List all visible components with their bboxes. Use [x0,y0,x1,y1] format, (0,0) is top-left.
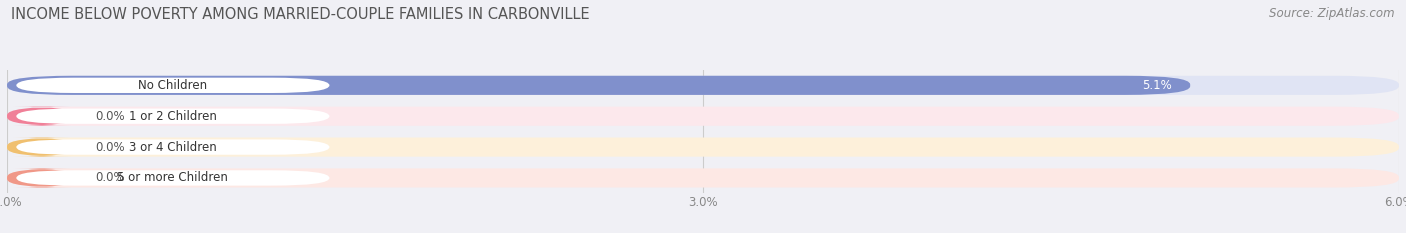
Text: 0.0%: 0.0% [96,140,125,154]
Text: No Children: No Children [138,79,208,92]
Text: 5 or more Children: 5 or more Children [118,171,228,185]
Text: 3 or 4 Children: 3 or 4 Children [129,140,217,154]
FancyBboxPatch shape [7,107,1399,126]
FancyBboxPatch shape [17,109,329,124]
FancyBboxPatch shape [7,137,1399,157]
Text: 1 or 2 Children: 1 or 2 Children [129,110,217,123]
Text: 0.0%: 0.0% [96,110,125,123]
Text: Source: ZipAtlas.com: Source: ZipAtlas.com [1270,7,1395,20]
Text: 5.1%: 5.1% [1142,79,1171,92]
FancyBboxPatch shape [7,137,76,157]
FancyBboxPatch shape [7,76,1399,95]
Text: INCOME BELOW POVERTY AMONG MARRIED-COUPLE FAMILIES IN CARBONVILLE: INCOME BELOW POVERTY AMONG MARRIED-COUPL… [11,7,591,22]
FancyBboxPatch shape [7,107,76,126]
FancyBboxPatch shape [17,170,329,186]
FancyBboxPatch shape [17,78,329,93]
FancyBboxPatch shape [7,76,1189,95]
FancyBboxPatch shape [17,139,329,155]
FancyBboxPatch shape [7,168,76,188]
Text: 0.0%: 0.0% [96,171,125,185]
FancyBboxPatch shape [7,168,1399,188]
